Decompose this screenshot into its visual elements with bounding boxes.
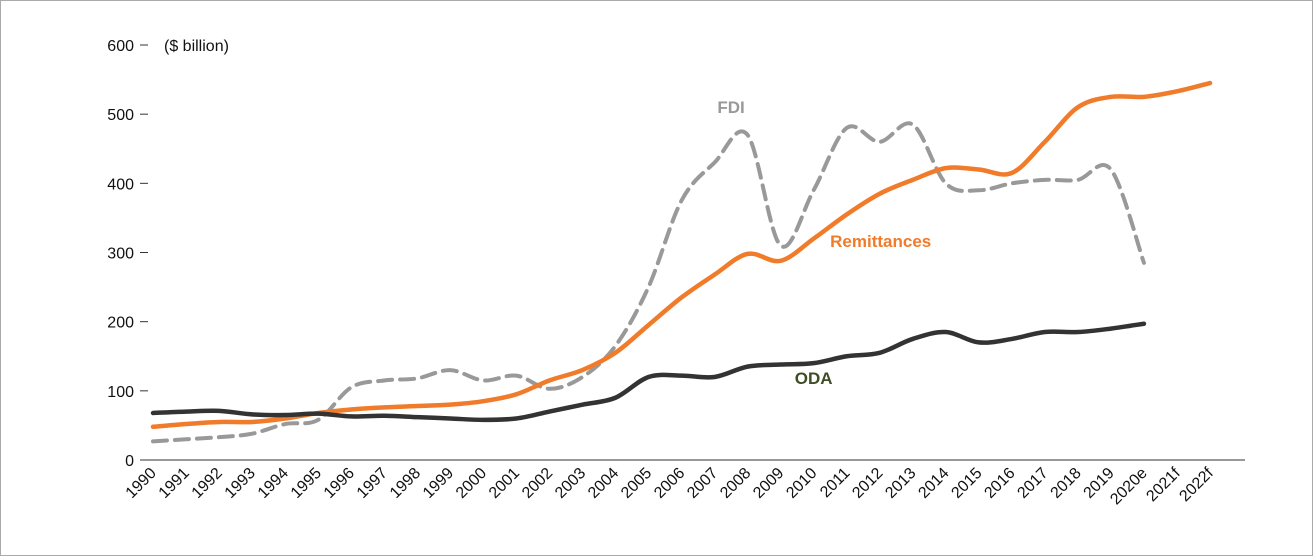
y-tick-label: 600: [107, 38, 134, 55]
x-tick-label: 1992: [189, 465, 226, 502]
series-label: Remittances: [830, 232, 931, 251]
x-tick-label: 1998: [387, 465, 424, 502]
series-label: FDI: [717, 98, 744, 117]
x-tick-label: 2016: [981, 465, 1018, 502]
x-tick-label: 2011: [817, 465, 853, 501]
x-tick-label: 1991: [156, 465, 193, 502]
x-tick-label: 2002: [519, 465, 556, 502]
x-tick-label: 2009: [750, 465, 787, 502]
x-tick-label: 2017: [1014, 465, 1051, 502]
x-tick-label: 1999: [420, 465, 457, 502]
x-tick-label: 1997: [354, 465, 391, 502]
x-tick-label: 2015: [948, 465, 985, 502]
y-tick-label: 500: [107, 107, 134, 124]
x-tick-label: 1996: [321, 465, 358, 502]
x-tick-label: 2013: [882, 465, 919, 502]
x-tick-label: 1993: [222, 465, 259, 502]
x-tick-label: 2020e: [1107, 465, 1151, 509]
x-tick-label: 2006: [651, 465, 688, 502]
x-tick-label: 2005: [618, 465, 655, 502]
x-tick-label: 2014: [915, 465, 952, 502]
x-tick-label: 1994: [255, 465, 292, 502]
x-tick-label: 2010: [783, 465, 820, 502]
series-line: [150, 80, 1213, 430]
y-tick-label: 200: [107, 315, 134, 332]
x-tick-label: 1990: [123, 465, 160, 502]
y-tick-label: 100: [107, 384, 134, 401]
series-line: [150, 321, 1147, 423]
x-tick-label: 2022f: [1176, 464, 1217, 505]
x-tick-label: 2001: [486, 465, 523, 502]
y-tick-label: 0: [125, 453, 134, 470]
x-tick-label: 1995: [288, 465, 325, 502]
x-tick-label: 2018: [1048, 465, 1085, 502]
x-tick-label: 2000: [453, 465, 490, 502]
y-tick-label: 300: [107, 246, 134, 263]
x-tick-label: 2021f: [1143, 464, 1184, 505]
x-tick-label: 2004: [585, 465, 622, 502]
x-tick-label: 2012: [849, 465, 886, 502]
x-tick-label: 2007: [684, 465, 721, 502]
series-label: ODA: [795, 369, 833, 388]
unit-label: ($ billion): [164, 38, 229, 55]
x-tick-label: 2003: [552, 465, 589, 502]
y-tick-label: 400: [107, 176, 134, 193]
x-tick-label: 2008: [717, 465, 754, 502]
